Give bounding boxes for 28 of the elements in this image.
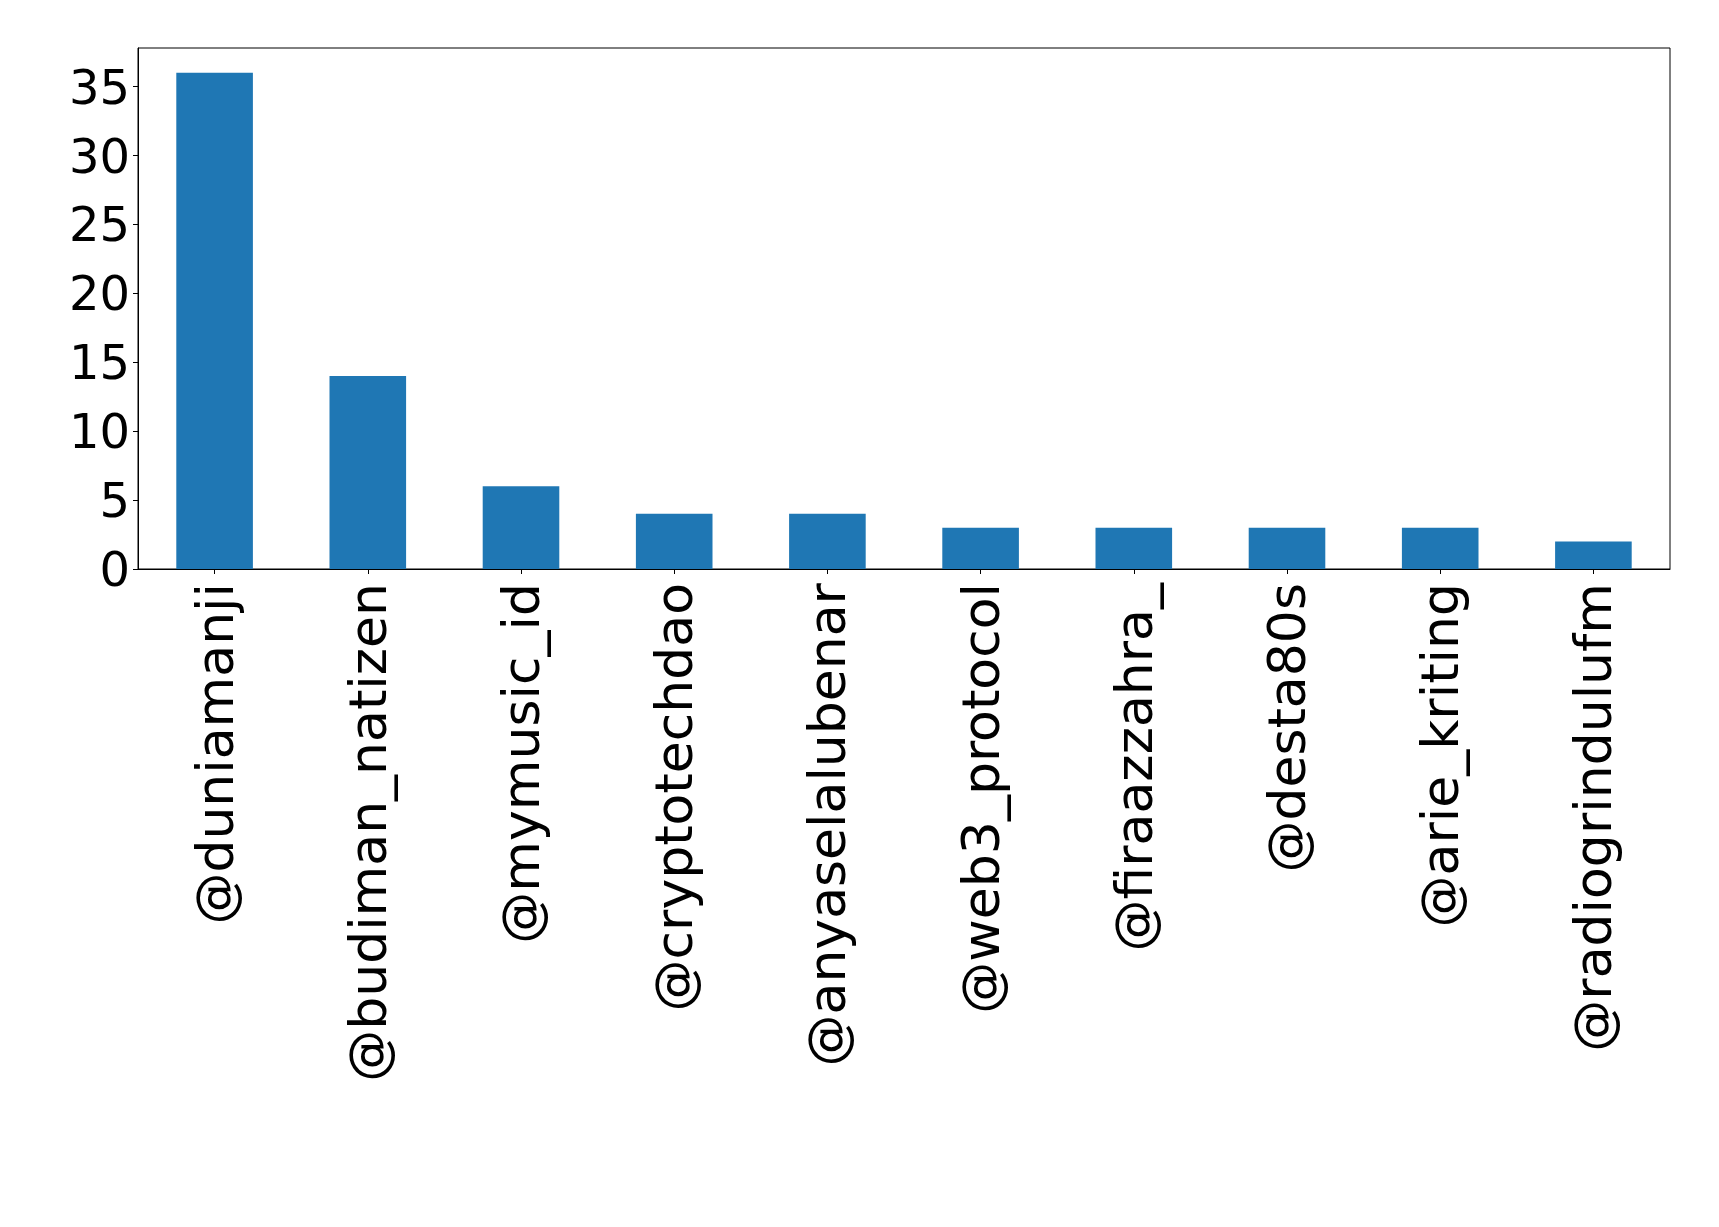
y-tick-label: 5 [99, 472, 130, 529]
bar [1248, 527, 1326, 569]
y-tick-label: 15 [68, 334, 130, 391]
x-tick-label: @arie_kriting [1410, 583, 1471, 928]
y-tick-label: 0 [99, 541, 130, 597]
y-tick-label: 25 [68, 196, 130, 253]
y-tick-label: 35 [68, 58, 130, 115]
x-tick-label: @duniamanji [184, 583, 245, 925]
bar [1555, 541, 1632, 569]
bar [942, 527, 1019, 569]
bar [1401, 527, 1479, 569]
x-tick-label: @mymusic_id [491, 583, 551, 944]
x-tick-label: @radiogrindulufm [1563, 583, 1624, 1052]
x-tick-label: @web3_protocol [950, 583, 1011, 1014]
x-tick-label: @budiman_natizen [337, 583, 398, 1082]
y-tick-label: 10 [68, 403, 130, 460]
bar [635, 513, 713, 569]
y-tick-label: 30 [68, 127, 130, 184]
x-tick-label: @desta80s [1257, 583, 1317, 873]
bar [1095, 527, 1173, 569]
x-tick-label: @firaazzahra_ [1103, 582, 1164, 952]
y-tick-label: 20 [68, 265, 130, 322]
x-tick-label: @cryptotechdao [644, 583, 705, 1012]
bar [789, 513, 866, 569]
x-tick-label: @anyaselalubenar [797, 582, 858, 1067]
bar [329, 376, 407, 569]
bar [482, 486, 560, 569]
bar [176, 72, 253, 569]
